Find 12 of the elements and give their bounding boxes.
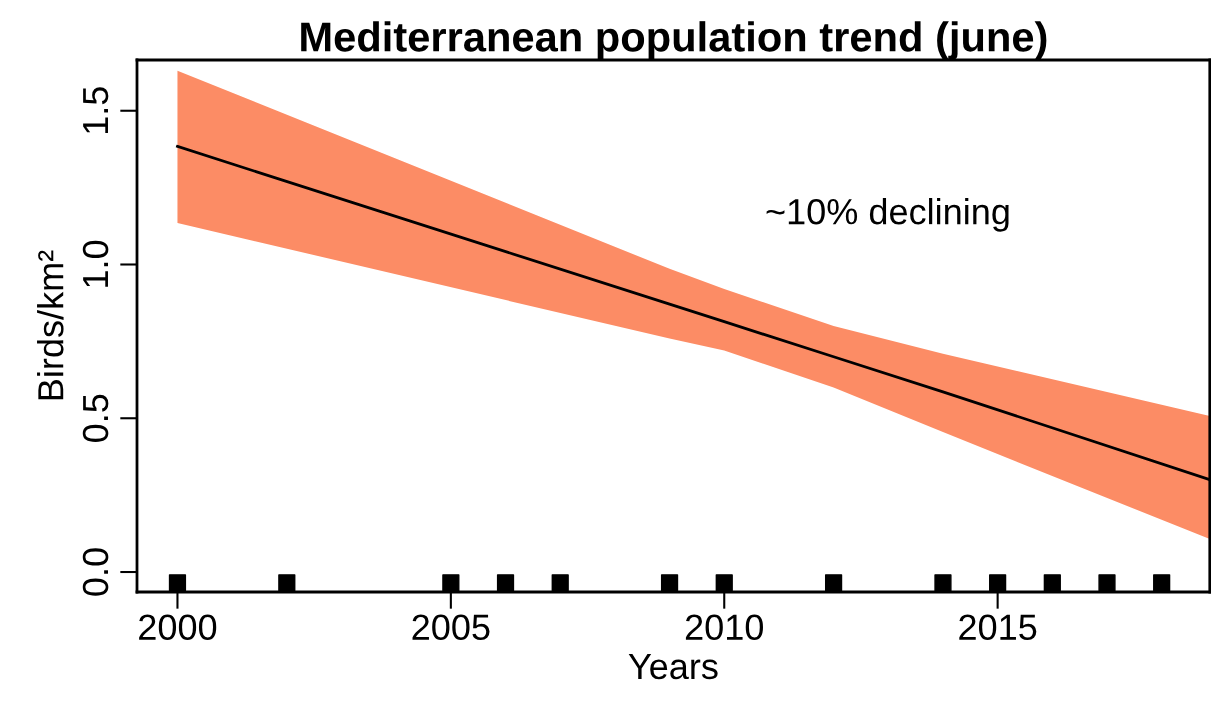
x-axis-title: Years (628, 654, 718, 680)
y-tick-label: 0.5 (82, 394, 109, 442)
annotation: ~10% declining (766, 197, 1009, 232)
chart-title: Mediterranean population trend (june) (301, 21, 1047, 60)
x-tick-label: 2010 (685, 614, 763, 641)
y-tick-label: 1.5 (83, 87, 109, 134)
y-tick-label: 1.0 (82, 240, 109, 287)
x-tick-label: 2015 (959, 614, 1037, 641)
x-tick-label: 2005 (412, 614, 490, 641)
y-tick-label: 0.0 (82, 548, 109, 596)
y-axis-title: Birds/km² (37, 250, 64, 400)
x-tick-label: 2000 (139, 614, 217, 641)
